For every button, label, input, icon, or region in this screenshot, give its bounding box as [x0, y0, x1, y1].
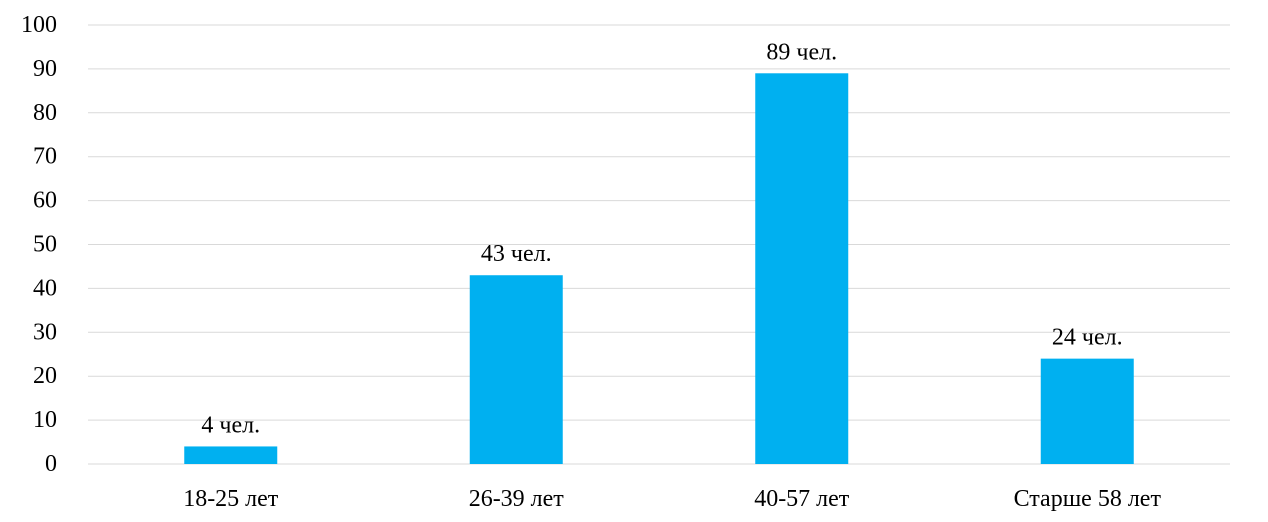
data-label: 89 чел. [766, 39, 837, 65]
x-tick-label: Старше 58 лет [1014, 486, 1162, 512]
y-tick-label: 10 [33, 407, 57, 433]
y-tick-label: 0 [45, 451, 57, 477]
y-tick-label: 100 [21, 12, 57, 38]
y-tick-label: 70 [33, 144, 57, 170]
y-tick-label: 40 [33, 275, 57, 301]
grid-lines [88, 24, 1230, 465]
bar-4 [1040, 358, 1134, 464]
y-tick-label: 30 [33, 319, 57, 345]
y-axis-ticks: 0 10 20 30 40 50 60 70 80 90 100 [21, 12, 57, 477]
data-label: 24 чел. [1052, 325, 1123, 351]
bar-3 [755, 73, 849, 464]
x-tick-label: 26-39 лет [469, 486, 565, 512]
bar-2 [469, 275, 563, 464]
y-tick-label: 60 [33, 188, 57, 214]
x-tick-label: 18-25 лет [183, 486, 279, 512]
y-tick-label: 80 [33, 100, 57, 126]
data-label: 4 чел. [201, 412, 260, 438]
y-tick-label: 90 [33, 56, 57, 82]
bars [184, 73, 1134, 464]
bar-1 [184, 446, 278, 464]
y-tick-label: 20 [33, 363, 57, 389]
data-label: 43 чел. [481, 241, 552, 267]
data-labels: 4 чел. 43 чел. 89 чел. 24 чел. [201, 39, 1122, 438]
x-axis-ticks: 18-25 лет 26-39 лет 40-57 лет Старше 58 лет [183, 486, 1161, 512]
x-tick-label: 40-57 лет [754, 486, 850, 512]
y-tick-label: 50 [33, 232, 57, 258]
